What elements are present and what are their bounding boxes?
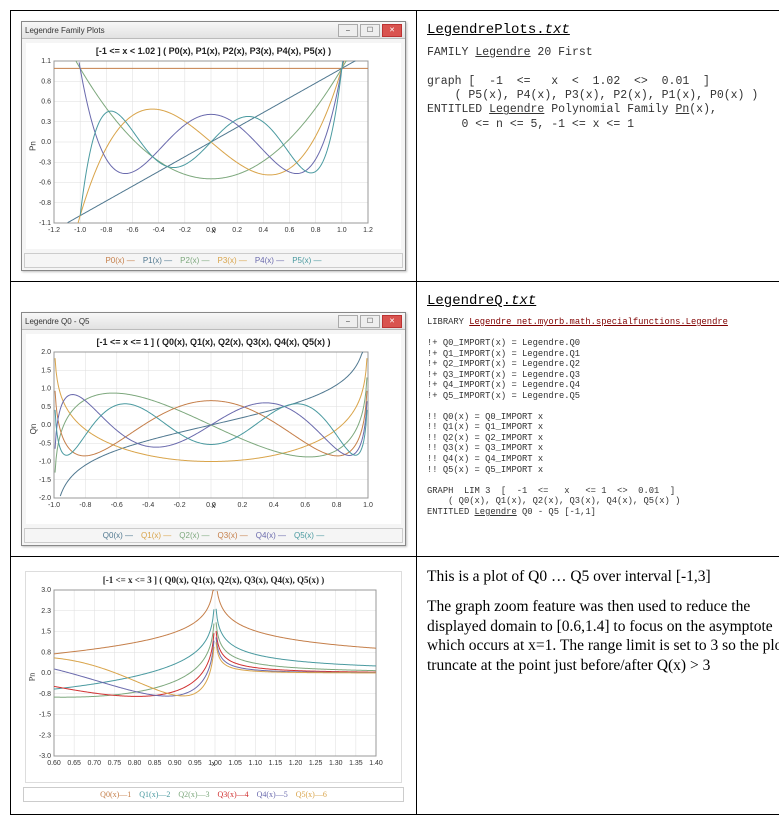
svg-text:0.8: 0.8	[41, 78, 51, 85]
row3-plot-cell: [-1 <= x <= 3 ] ( Q0(x), Q1(x), Q2(x), Q…	[11, 557, 417, 815]
row2-file-ext: txt	[511, 293, 536, 309]
row1-file-ext: txt	[545, 22, 570, 38]
window-buttons: – ☐ ✕	[338, 24, 402, 37]
row1-plot-window: Legendre Family Plots – ☐ ✕ [-1 <= x < 1…	[21, 21, 406, 271]
svg-text:1.5: 1.5	[41, 367, 51, 374]
row3-ylabel: Pn	[28, 673, 37, 681]
svg-text:-0.6: -0.6	[39, 180, 51, 187]
window-buttons: – ☐ ✕	[338, 315, 402, 328]
row2-legend: Q0(x) —Q1(x) —Q2(x) —Q3(x) —Q4(x) —Q5(x)…	[24, 528, 403, 543]
row3-para1: This is a plot of Q0 … Q5 over interval …	[427, 567, 779, 587]
row2-plot-cell: Legendre Q0 - Q5 – ☐ ✕ [-1 <= x <= 1 ] (…	[11, 282, 417, 557]
row2-xlabel: x	[26, 501, 401, 510]
row1-legend: P0(x) —P1(x) —P2(x) —P3(x) —P4(x) —P5(x)…	[24, 253, 403, 268]
maximize-icon[interactable]: ☐	[360, 315, 380, 328]
svg-text:-2.3: -2.3	[39, 732, 51, 739]
svg-text:0.5: 0.5	[41, 404, 51, 411]
row1-chart: -1.2-1.0-0.8-0.6-0.4-0.20.00.20.40.60.81…	[26, 43, 376, 249]
row1-plot-cell: Legendre Family Plots – ☐ ✕ [-1 <= x < 1…	[11, 11, 417, 282]
row1-code: FAMILY Legendre 20 First graph [ -1 <= x…	[427, 46, 779, 132]
minimize-icon[interactable]: –	[338, 315, 358, 328]
svg-text:-1.5: -1.5	[39, 477, 51, 484]
row1-file-title: LegendrePlots.txt	[427, 21, 779, 40]
svg-text:-0.3: -0.3	[39, 159, 51, 166]
svg-text:-0.8: -0.8	[39, 691, 51, 698]
svg-text:1.1: 1.1	[41, 58, 51, 65]
svg-text:2.3: 2.3	[41, 608, 51, 615]
svg-text:0.6: 0.6	[41, 99, 51, 106]
row2-file-title: LegendreQ.txt	[427, 292, 779, 311]
row1-file-base: LegendrePlots.	[427, 22, 545, 38]
row3-plot-title: [-1 <= x <= 3 ] ( Q0(x), Q1(x), Q2(x), Q…	[26, 575, 401, 585]
row2-window-title: Legendre Q0 - Q5	[25, 317, 89, 326]
svg-text:-1.5: -1.5	[39, 712, 51, 719]
svg-text:0.0: 0.0	[41, 139, 51, 146]
row2-titlebar: Legendre Q0 - Q5 – ☐ ✕	[22, 313, 405, 330]
svg-text:0.3: 0.3	[41, 119, 51, 126]
row3-legend: Q0(x)—1Q1(x)—2Q2(x)—3Q3(x)—4Q4(x)—5Q5(x)…	[23, 787, 404, 802]
svg-text:-0.5: -0.5	[39, 440, 51, 447]
row3-chart: 0.600.650.700.750.800.850.900.951.001.05…	[26, 572, 384, 782]
row2-text-cell: LegendreQ.txt LIBRARY Legendre net.myorb…	[417, 282, 779, 557]
row3-text-cell: This is a plot of Q0 … Q5 over interval …	[417, 557, 779, 815]
svg-text:-1.0: -1.0	[39, 459, 51, 466]
row2-plot-title: [-1 <= x <= 1 ] ( Q0(x), Q1(x), Q2(x), Q…	[26, 337, 401, 347]
svg-text:2.0: 2.0	[41, 349, 51, 356]
svg-text:1.5: 1.5	[41, 629, 51, 636]
svg-text:0.0: 0.0	[41, 422, 51, 429]
svg-text:0.0: 0.0	[41, 670, 51, 677]
row1-ylabel: Pn	[28, 141, 37, 151]
row2-code: LIBRARY Legendre net.myorb.math.specialf…	[427, 317, 779, 517]
row3-plot-wrap: [-1 <= x <= 3 ] ( Q0(x), Q1(x), Q2(x), Q…	[21, 571, 406, 802]
row1-plot-title: [-1 <= x < 1.02 ] ( P0(x), P1(x), P2(x),…	[26, 46, 401, 56]
svg-text:3.0: 3.0	[41, 587, 51, 594]
row2-plot-area: [-1 <= x <= 1 ] ( Q0(x), Q1(x), Q2(x), Q…	[26, 334, 401, 524]
row2-plot-window: Legendre Q0 - Q5 – ☐ ✕ [-1 <= x <= 1 ] (…	[21, 312, 406, 546]
svg-text:1.0: 1.0	[41, 386, 51, 393]
row3-para2: The graph zoom feature was then used to …	[427, 597, 779, 676]
close-icon[interactable]: ✕	[382, 315, 402, 328]
row1-plot-area: [-1 <= x < 1.02 ] ( P0(x), P1(x), P2(x),…	[26, 43, 401, 249]
row3-xlabel: x	[26, 759, 401, 768]
row1-text-cell: LegendrePlots.txt FAMILY Legendre 20 Fir…	[417, 11, 779, 282]
row1-window-title: Legendre Family Plots	[25, 26, 105, 35]
close-icon[interactable]: ✕	[382, 24, 402, 37]
minimize-icon[interactable]: –	[338, 24, 358, 37]
row1-xlabel: x	[26, 226, 401, 235]
maximize-icon[interactable]: ☐	[360, 24, 380, 37]
row1-titlebar: Legendre Family Plots – ☐ ✕	[22, 22, 405, 39]
row2-chart: -1.0-0.8-0.6-0.4-0.20.00.20.40.60.81.0-2…	[26, 334, 376, 524]
doc-table: Legendre Family Plots – ☐ ✕ [-1 <= x < 1…	[10, 10, 779, 815]
svg-text:0.8: 0.8	[41, 649, 51, 656]
row2-file-base: LegendreQ.	[427, 293, 511, 309]
row2-ylabel: Qn	[29, 424, 38, 435]
row3-plot-area: [-1 <= x <= 3 ] ( Q0(x), Q1(x), Q2(x), Q…	[25, 571, 402, 783]
svg-text:-0.8: -0.8	[39, 200, 51, 207]
